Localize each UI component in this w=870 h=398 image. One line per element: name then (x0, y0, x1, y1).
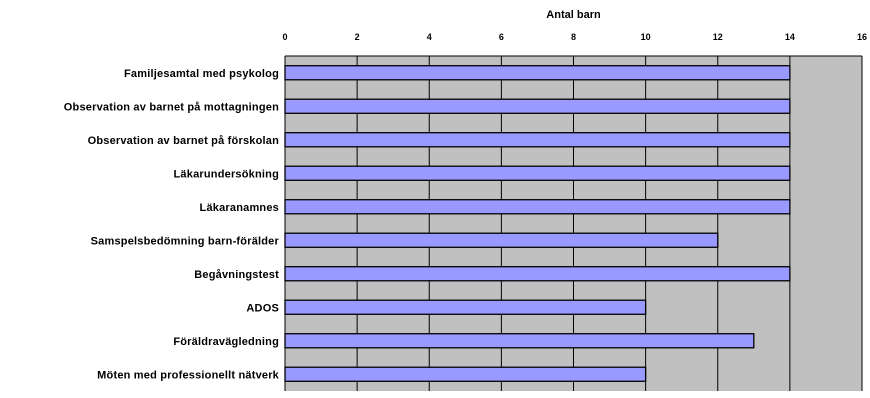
bar (284, 366, 647, 382)
category-label: Observation av barnet på mottagningen (64, 101, 279, 113)
category-labels: Familjesamtal med psykolog Observation av… (64, 68, 280, 382)
category-label: ADOS (246, 302, 279, 314)
bar (284, 232, 719, 248)
x-axis-ticks: 0 2 4 6 8 10 12 14 16 (282, 32, 867, 42)
x-tick-label: 8 (571, 32, 576, 42)
category-label: Familjesamtal med psykolog (124, 68, 279, 80)
category-label: Föräldravägledning (173, 336, 279, 348)
bar (284, 299, 647, 315)
x-axis-title: Antal barn (546, 9, 601, 21)
bar (284, 132, 791, 148)
category-label: Läkarundersökning (174, 168, 279, 180)
x-tick-label: 16 (857, 32, 867, 42)
x-tick-label: 2 (355, 32, 360, 42)
bar (284, 266, 791, 282)
category-label: Observation av barnet på förskolan (88, 135, 279, 147)
x-tick-label: 0 (282, 32, 287, 42)
bar (284, 98, 791, 114)
bar (284, 65, 791, 81)
x-tick-label: 6 (499, 32, 504, 42)
x-tick-label: 14 (785, 32, 795, 42)
bar (284, 165, 791, 181)
x-tick-label: 10 (641, 32, 651, 42)
category-label: Möten med professionellt nätverk (97, 369, 280, 381)
bar (284, 333, 755, 349)
bar (284, 199, 791, 215)
category-label: Samspelsbedömning barn-förälder (91, 235, 280, 247)
category-label: Begåvningstest (194, 269, 279, 281)
category-label: Läkaranamnes (200, 202, 279, 214)
x-tick-label: 12 (713, 32, 723, 42)
x-tick-label: 4 (427, 32, 432, 42)
bars (284, 65, 791, 382)
